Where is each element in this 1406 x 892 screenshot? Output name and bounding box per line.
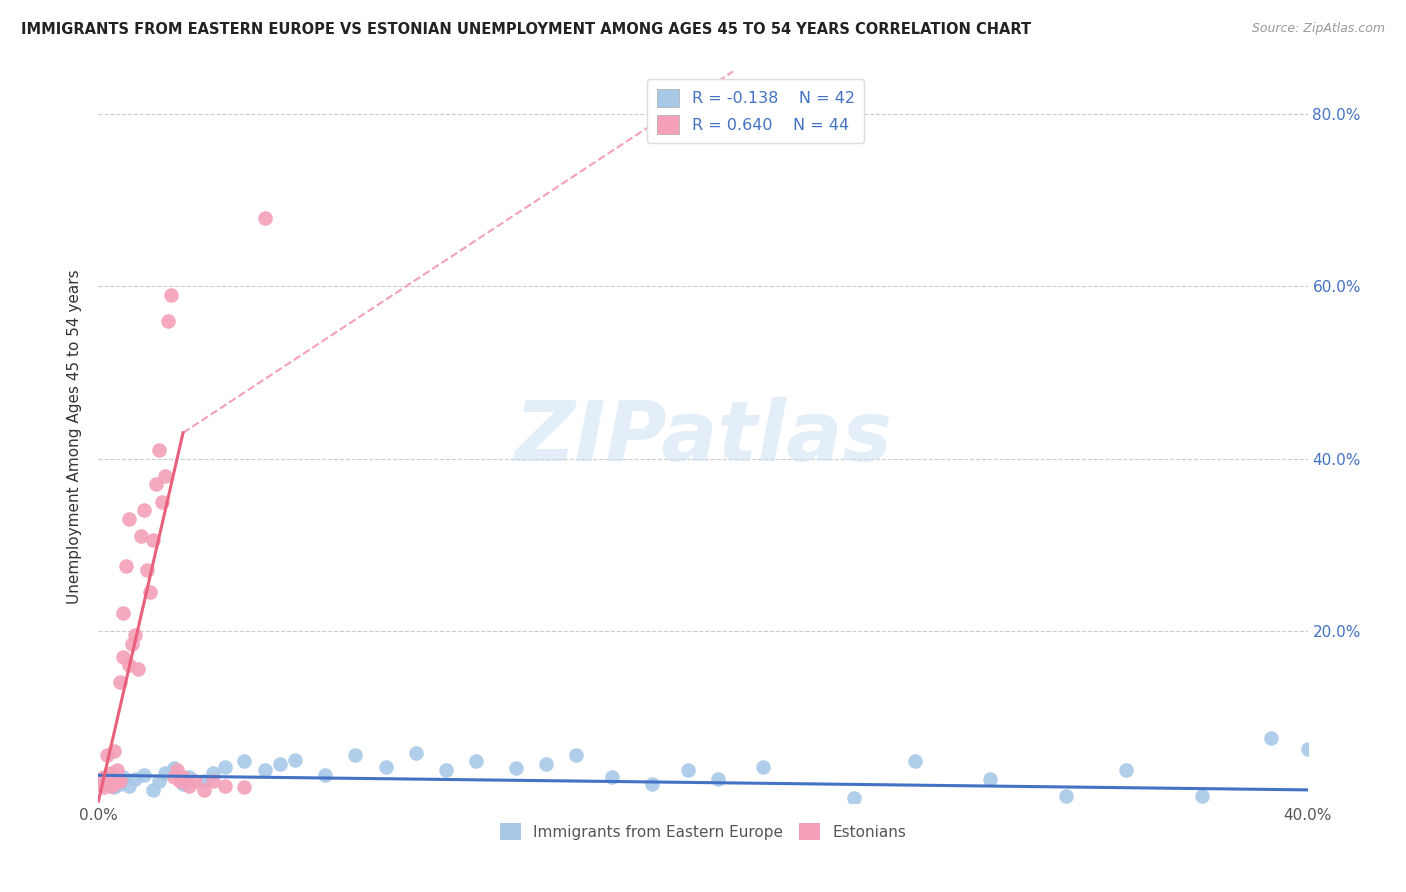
Point (156, 314, 179, 328)
Point (179, 770, 201, 784)
Point (214, 759, 236, 773)
Point (1296, 742, 1319, 756)
Point (148, 442, 170, 457)
Point (232, 780, 254, 795)
Point (142, 783, 165, 797)
Point (169, 774, 191, 789)
Point (132, 768, 155, 782)
Point (108, 774, 131, 789)
Point (118, 779, 141, 793)
Point (111, 649, 134, 664)
Point (100, 779, 122, 793)
Point (135, 564, 157, 578)
Point (979, 772, 1001, 786)
Point (202, 765, 225, 780)
Y-axis label: Unemployment Among Ages 45 to 54 years: Unemployment Among Ages 45 to 54 years (67, 269, 83, 605)
Point (103, 777, 125, 791)
Point (139, 585, 162, 599)
Legend: Immigrants from Eastern Europe, Estonians: Immigrants from Eastern Europe, Estonian… (494, 816, 912, 847)
Point (172, 770, 194, 784)
Point (90, 772, 112, 786)
Point (676, 763, 699, 777)
Point (96, 748, 118, 763)
Point (124, 628, 146, 642)
Point (640, 777, 662, 791)
Point (111, 607, 134, 621)
Point (148, 774, 170, 789)
Point (534, 757, 557, 772)
Point (142, 533, 165, 548)
Point (202, 774, 225, 789)
Point (707, 772, 730, 786)
Point (405, 746, 427, 760)
Point (565, 748, 588, 763)
Text: IMMIGRANTS FROM EASTERN EUROPE VS ESTONIAN UNEMPLOYMENT AMONG AGES 45 TO 54 YEAR: IMMIGRANTS FROM EASTERN EUROPE VS ESTONI… (21, 22, 1031, 37)
Point (145, 477, 167, 491)
Point (150, 494, 173, 508)
Point (904, 755, 927, 769)
Point (505, 761, 527, 775)
Point (127, 662, 149, 676)
Point (284, 753, 307, 767)
Point (153, 765, 176, 780)
Point (132, 503, 155, 517)
Point (121, 637, 143, 651)
Point (114, 559, 136, 574)
Point (434, 763, 457, 777)
Point (1054, 789, 1077, 803)
Point (103, 744, 125, 758)
Point (108, 777, 131, 791)
Point (103, 780, 125, 795)
Point (163, 761, 186, 775)
Point (160, 288, 183, 302)
Text: ZIPatlas: ZIPatlas (515, 397, 891, 477)
Point (105, 763, 128, 777)
Text: Source: ZipAtlas.com: Source: ZipAtlas.com (1251, 22, 1385, 36)
Point (1115, 763, 1137, 777)
Point (93, 770, 115, 784)
Point (344, 748, 367, 763)
Point (118, 512, 141, 526)
Point (844, 791, 866, 805)
Point (193, 783, 215, 797)
Point (100, 765, 122, 780)
Point (1260, 731, 1282, 746)
Point (108, 675, 131, 690)
Point (374, 759, 396, 773)
Point (269, 757, 291, 772)
Point (90, 777, 112, 791)
Point (111, 770, 134, 784)
Point (253, 211, 276, 225)
Point (314, 768, 336, 782)
Point (232, 755, 254, 769)
Point (193, 774, 215, 789)
Point (129, 529, 152, 543)
Point (179, 779, 201, 793)
Point (465, 755, 488, 769)
Point (118, 658, 141, 673)
Point (93, 780, 115, 795)
Point (172, 777, 194, 791)
Point (184, 774, 207, 789)
Point (153, 468, 176, 483)
Point (602, 770, 624, 784)
Point (214, 779, 236, 793)
Point (253, 763, 276, 777)
Point (166, 763, 188, 777)
Point (105, 774, 128, 789)
Point (96, 774, 118, 789)
Point (752, 759, 775, 773)
Point (163, 770, 186, 784)
Point (1191, 789, 1213, 803)
Point (124, 772, 146, 786)
Point (96, 774, 118, 789)
